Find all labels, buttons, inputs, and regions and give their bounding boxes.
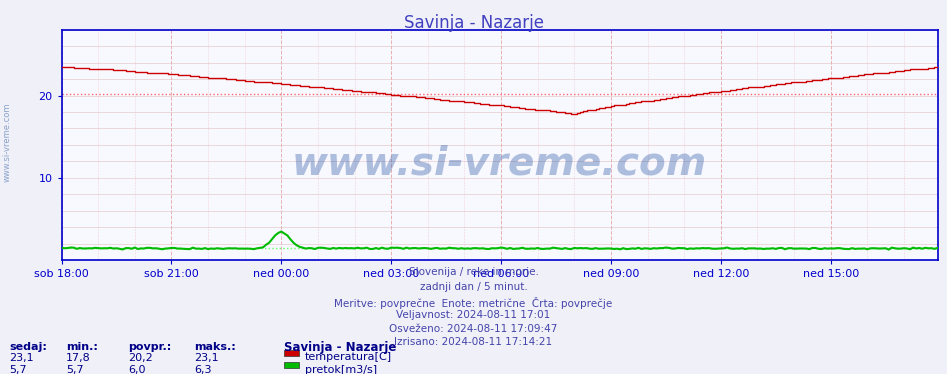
Text: 17,8: 17,8 [66, 353, 91, 364]
Text: Savinja - Nazarje: Savinja - Nazarje [284, 341, 397, 354]
Text: 23,1: 23,1 [9, 353, 34, 364]
Text: Veljavnost: 2024-08-11 17:01: Veljavnost: 2024-08-11 17:01 [397, 310, 550, 321]
Text: www.si-vreme.com: www.si-vreme.com [292, 144, 707, 183]
Text: www.si-vreme.com: www.si-vreme.com [3, 102, 12, 182]
Text: pretok[m3/s]: pretok[m3/s] [305, 365, 377, 374]
Text: zadnji dan / 5 minut.: zadnji dan / 5 minut. [420, 282, 527, 292]
Text: Savinja - Nazarje: Savinja - Nazarje [403, 14, 544, 32]
Text: 23,1: 23,1 [194, 353, 219, 364]
Text: min.:: min.: [66, 342, 98, 352]
Text: 20,2: 20,2 [128, 353, 152, 364]
Text: 5,7: 5,7 [66, 365, 84, 374]
Text: 6,3: 6,3 [194, 365, 211, 374]
Text: 5,7: 5,7 [9, 365, 27, 374]
Text: 6,0: 6,0 [128, 365, 145, 374]
Text: Osveženo: 2024-08-11 17:09:47: Osveženo: 2024-08-11 17:09:47 [389, 324, 558, 334]
Text: Izrisano: 2024-08-11 17:14:21: Izrisano: 2024-08-11 17:14:21 [395, 337, 552, 347]
Text: maks.:: maks.: [194, 342, 236, 352]
Text: sedaj:: sedaj: [9, 342, 47, 352]
Text: povpr.:: povpr.: [128, 342, 171, 352]
Text: Meritve: povprečne  Enote: metrične  Črta: povprečje: Meritve: povprečne Enote: metrične Črta:… [334, 297, 613, 309]
Text: temperatura[C]: temperatura[C] [305, 352, 392, 362]
Text: Slovenija / reke in morje.: Slovenija / reke in morje. [408, 267, 539, 278]
